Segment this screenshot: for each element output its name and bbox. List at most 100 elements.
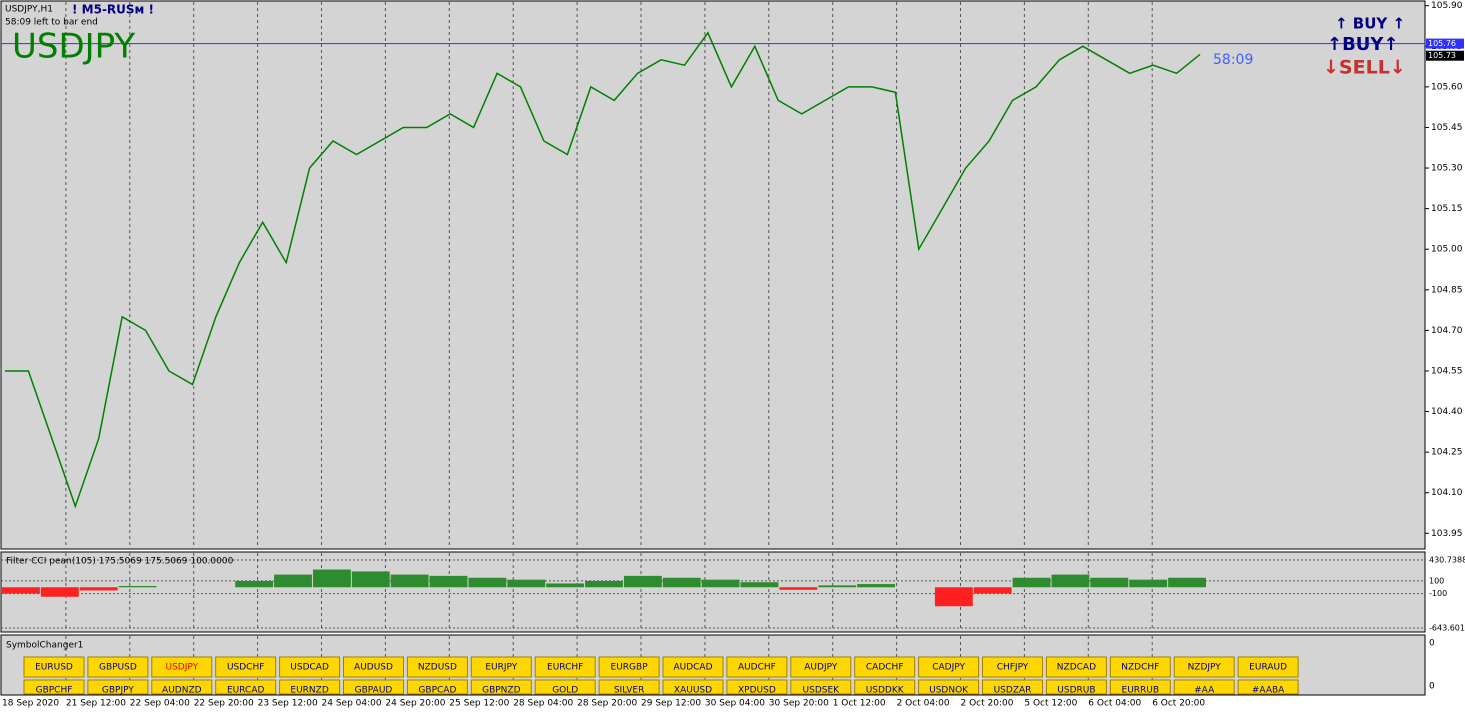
symbol-button-label[interactable]: GOLD: [552, 686, 578, 696]
symbol-button[interactable]: [726, 679, 788, 695]
x-tick-label: 29 Sep 12:00: [641, 699, 701, 709]
symbol-button-label[interactable]: EURRUB: [1122, 686, 1160, 696]
price-line: [5, 31, 1201, 509]
symbol-button-label[interactable]: NZDCAD: [1057, 663, 1096, 673]
symbol-button[interactable]: [1173, 679, 1235, 695]
symbol-button-label[interactable]: EURJPY: [485, 663, 517, 673]
symbol-button[interactable]: [87, 679, 149, 695]
x-tick-label: 6 Oct 04:00: [1088, 699, 1141, 709]
symbol-button[interactable]: [598, 679, 660, 695]
symbol-button-label[interactable]: EURUSD: [35, 663, 73, 673]
x-tick-label: 21 Sep 12:00: [66, 699, 126, 709]
symbol-button[interactable]: [790, 656, 852, 678]
symbol-button[interactable]: [343, 656, 404, 678]
x-tick-label: 30 Sep 20:00: [769, 699, 829, 709]
big-symbol: USDJPY: [12, 27, 135, 67]
symbol-button[interactable]: [215, 679, 277, 695]
symbol-button[interactable]: [662, 656, 724, 678]
symbol-button-label[interactable]: CHFJPY: [997, 663, 1029, 673]
symbol-button[interactable]: [151, 656, 213, 678]
symbol-button-label[interactable]: AUDUSD: [354, 663, 393, 673]
symbol-button-label[interactable]: USDRUB: [1057, 686, 1095, 696]
sell-button[interactable]: ↓SELL↓: [1323, 57, 1406, 79]
symbol-button[interactable]: [279, 656, 341, 678]
symbol-button-label[interactable]: CADCHF: [866, 663, 904, 673]
x-tick-label: 28 Sep 20:00: [577, 699, 637, 709]
y-tick-label: 104.40: [1431, 407, 1463, 417]
symbol-button-label[interactable]: EURCHF: [547, 663, 583, 673]
x-tick-label: 24 Sep 04:00: [322, 699, 382, 709]
symbol-button[interactable]: [215, 656, 277, 678]
symbol-button-label[interactable]: #AABA: [1252, 686, 1285, 696]
symbol-button-label[interactable]: #AA: [1194, 686, 1215, 696]
symbol-button-label[interactable]: USDSEK: [803, 686, 841, 696]
symbol-button-label[interactable]: EURNZD: [290, 686, 328, 696]
symbol-button[interactable]: [854, 656, 916, 678]
symbol-button-label[interactable]: USDCHF: [227, 663, 264, 673]
symbol-button-label[interactable]: GBPAUD: [355, 686, 393, 696]
symbol-button-label[interactable]: USDNOK: [929, 686, 969, 696]
symbol-button[interactable]: [1109, 679, 1171, 695]
symbol-button-label[interactable]: USDZAR: [994, 686, 1032, 696]
symbol-button[interactable]: [918, 679, 980, 695]
symbol-button[interactable]: [1045, 656, 1107, 678]
symbol-button[interactable]: [1045, 679, 1107, 695]
symbol-button-label[interactable]: NZDCHF: [1121, 663, 1159, 673]
symbol-button[interactable]: [279, 679, 341, 695]
symbol-button[interactable]: [982, 679, 1043, 695]
symbol-button-label[interactable]: EURGBP: [611, 663, 649, 673]
x-tick-label: 25 Sep 12:00: [449, 699, 509, 709]
symbol-button-label[interactable]: AUDCAD: [673, 663, 712, 673]
histogram-bar: [1129, 579, 1168, 588]
symbol-button-label[interactable]: USDJPY: [165, 663, 198, 673]
symbol-button[interactable]: [23, 656, 85, 678]
symbol-button[interactable]: [470, 679, 532, 695]
buy-button[interactable]: ↑BUY↑: [1327, 34, 1399, 55]
symbol-button-label[interactable]: NZDJPY: [1188, 663, 1222, 673]
symbol-button[interactable]: [406, 656, 468, 678]
symbol-button-label[interactable]: AUDCHF: [738, 663, 776, 673]
symbol-button-label[interactable]: CADJPY: [932, 663, 965, 673]
symbol-button-label[interactable]: SILVER: [614, 686, 645, 696]
x-tick-label: 2 Oct 04:00: [897, 699, 950, 709]
symbol-button-label[interactable]: USDDKK: [866, 686, 905, 696]
symbol-button[interactable]: [598, 656, 660, 678]
symbol-button-label[interactable]: GBPCAD: [418, 686, 456, 696]
symbol-button[interactable]: [1237, 679, 1299, 695]
symbol-button[interactable]: [918, 656, 980, 678]
symbol-button-label[interactable]: GBPCHF: [36, 686, 73, 696]
symbol-button[interactable]: [343, 679, 404, 695]
symbol-button[interactable]: [662, 679, 724, 695]
histogram-bar: [429, 575, 468, 588]
symbol-button[interactable]: [470, 656, 532, 678]
symbol-button[interactable]: [982, 656, 1043, 678]
symbol-button[interactable]: [854, 679, 916, 695]
symbol-button[interactable]: [1173, 656, 1235, 678]
histogram-bar: [351, 571, 390, 588]
symbol-button[interactable]: [87, 656, 149, 678]
histogram-bar: [1012, 577, 1051, 588]
symbol-button-label[interactable]: NZDUSD: [418, 663, 457, 673]
symbol-button[interactable]: [23, 679, 85, 695]
symbol-button-label[interactable]: AUDJPY: [804, 663, 838, 673]
symbol-button[interactable]: [1109, 656, 1171, 678]
symbol-button-label[interactable]: AUDNZD: [162, 686, 202, 696]
symbol-button[interactable]: [1237, 656, 1299, 678]
symbol-button-label[interactable]: XPDUSD: [738, 686, 776, 696]
symbol-button-label[interactable]: XAUUSD: [674, 686, 712, 696]
symbol-button-label[interactable]: EURCAD: [227, 686, 265, 696]
symbol-button[interactable]: [406, 679, 468, 695]
symbol-button[interactable]: [790, 679, 852, 695]
symbol-button-label[interactable]: GBPJPY: [102, 686, 134, 696]
symbol-button[interactable]: [534, 679, 596, 695]
symbol-button-label[interactable]: GBPUSD: [99, 663, 137, 673]
symbol-button-label[interactable]: GBPNZD: [482, 686, 520, 696]
symbol-button[interactable]: [726, 656, 788, 678]
symbol-button[interactable]: [534, 656, 596, 678]
symbol-button-label[interactable]: USDCAD: [290, 663, 329, 673]
y-tick-label: -100: [1429, 589, 1447, 598]
symbol-button[interactable]: [151, 679, 213, 695]
buy-button[interactable]: ↑ BUY ↑: [1335, 15, 1405, 33]
symbol-button-label[interactable]: EURAUD: [1249, 663, 1287, 673]
histogram-bar: [390, 574, 429, 588]
